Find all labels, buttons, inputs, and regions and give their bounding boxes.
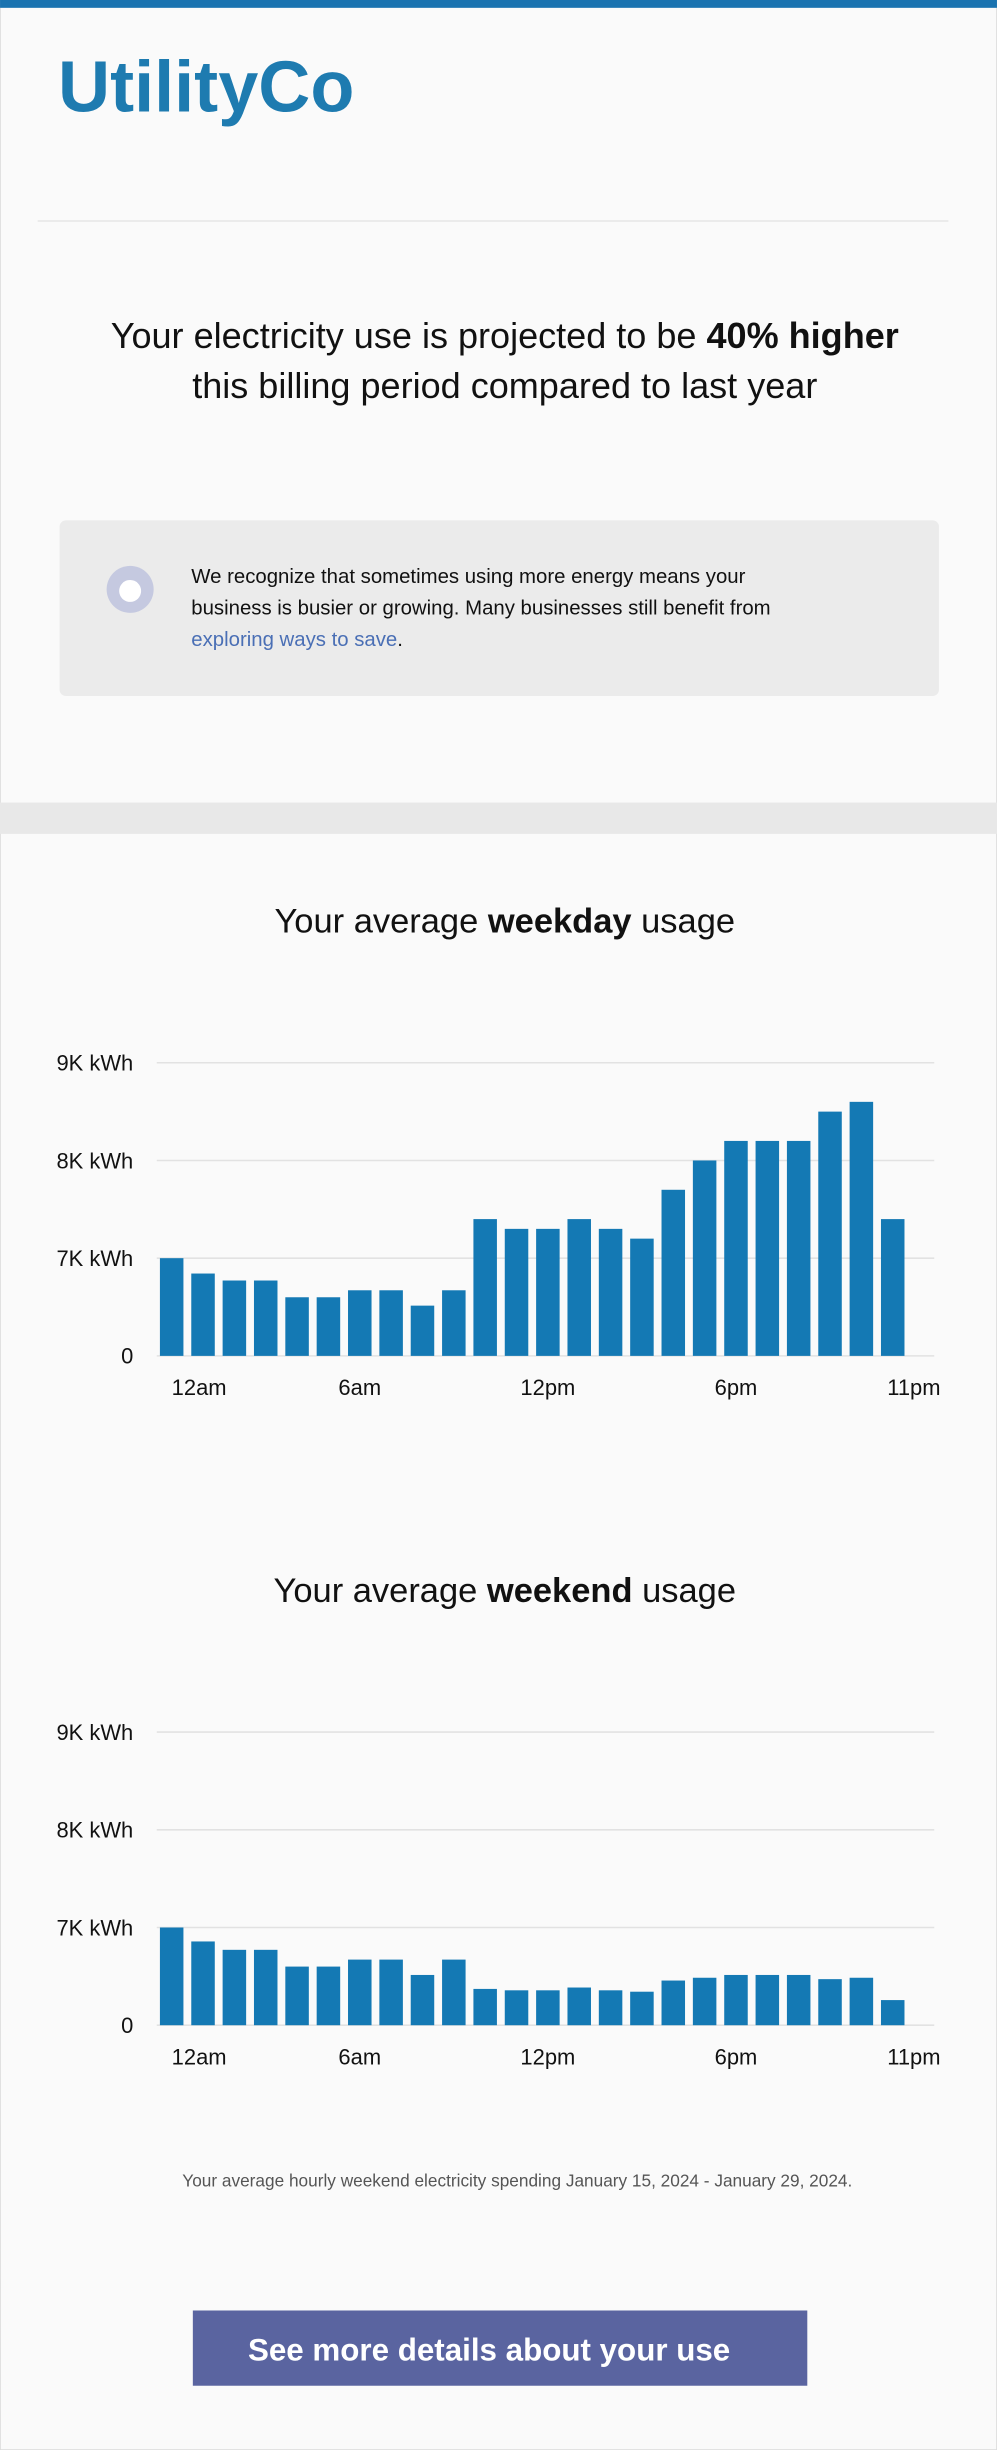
notice-end: . <box>397 629 403 651</box>
x-tick-label: 6pm <box>715 1375 758 1400</box>
notice-box <box>59 520 939 696</box>
bar <box>849 1977 874 2026</box>
bar <box>159 1927 184 2026</box>
bar <box>880 2000 905 2026</box>
chart-title-start: Your average <box>274 1572 487 1610</box>
button-label[interactable]: See more details about your use <box>248 2333 730 2368</box>
bar <box>348 1290 372 1356</box>
headline-end: this billing period compared to last yea… <box>192 365 817 406</box>
y-tick-label: 8K kWh <box>56 1818 133 1843</box>
x-tick-label: 6pm <box>715 2044 758 2069</box>
x-tick-label: 12pm <box>520 1375 575 1400</box>
y-tick-label: 9K kWh <box>56 1720 133 1745</box>
bar <box>316 1966 341 2026</box>
bar <box>630 1238 654 1356</box>
bar <box>285 1966 309 2026</box>
bar <box>598 1228 623 1356</box>
bar <box>316 1297 341 1356</box>
y-tick-label: 8K kWh <box>56 1148 133 1173</box>
x-tick-label: 12pm <box>520 2044 575 2069</box>
notice-line: business is busier or growing. Many busi… <box>191 597 770 619</box>
y-tick-label: 7K kWh <box>56 1246 133 1271</box>
bar <box>159 1258 184 1356</box>
bar <box>348 1959 372 2026</box>
bar <box>379 1959 403 2026</box>
chart-title: Your average weekend usage <box>274 1572 736 1610</box>
chart-title-end: usage <box>632 903 736 941</box>
logo: UtilityCo <box>58 47 354 127</box>
bar <box>222 1949 247 2026</box>
bar <box>755 1974 780 2026</box>
bar <box>473 1988 497 2026</box>
chart-title: Your average weekday usage <box>274 903 735 941</box>
bar <box>598 1990 623 2026</box>
bar <box>191 1273 215 1356</box>
chart-title-bold: weekday <box>487 903 632 941</box>
bar <box>818 1979 842 2026</box>
bar <box>786 1974 811 2026</box>
x-tick-label: 11pm <box>887 1375 940 1400</box>
chart-title-start: Your average <box>274 903 487 941</box>
bar <box>661 1980 686 2026</box>
bar <box>536 1228 560 1356</box>
bar <box>442 1959 466 2026</box>
bar <box>504 1228 529 1356</box>
x-tick-label: 12am <box>172 1375 227 1400</box>
y-tick-label: 7K kWh <box>56 1915 133 1940</box>
y-tick-label: 0 <box>121 1344 133 1369</box>
x-tick-label: 6am <box>338 1375 381 1400</box>
bar <box>661 1189 686 1356</box>
bar <box>849 1101 874 1356</box>
bar <box>786 1140 811 1356</box>
notice-line: We recognize that sometimes using more e… <box>191 566 745 588</box>
y-tick-label: 9K kWh <box>56 1051 133 1076</box>
chart-title-bold: weekend <box>486 1572 633 1610</box>
caption: Your average hourly weekend electricity … <box>182 2171 852 2191</box>
bar <box>724 1974 748 2026</box>
bar <box>253 1280 278 1356</box>
bar <box>630 1991 654 2026</box>
bar <box>191 1941 215 2026</box>
headline-bold: 40% higher <box>706 315 898 356</box>
bar <box>410 1305 435 1356</box>
notice-line: exploring ways to save. <box>191 629 403 651</box>
bar <box>473 1219 497 1356</box>
x-tick-label: 12am <box>172 2044 227 2069</box>
x-tick-label: 11pm <box>887 2044 940 2069</box>
bar <box>755 1140 780 1356</box>
bar <box>567 1219 591 1356</box>
y-tick-label: 0 <box>121 2013 133 2038</box>
button[interactable] <box>192 2310 808 2386</box>
bar <box>818 1111 842 1356</box>
bar <box>379 1290 403 1356</box>
bar <box>692 1160 717 1356</box>
chart-title-end: usage <box>633 1572 737 1610</box>
notice-icon-inner <box>119 579 142 602</box>
top-bar <box>0 0 997 8</box>
bar <box>222 1280 247 1356</box>
x-tick-label: 6am <box>338 2044 381 2069</box>
section-band <box>0 802 997 834</box>
bar <box>442 1290 466 1356</box>
notice-link[interactable]: exploring ways to save <box>191 629 397 651</box>
bar <box>536 1990 560 2026</box>
bar <box>692 1977 717 2026</box>
headline: Your electricity use is projected to be … <box>111 315 899 356</box>
bar <box>724 1140 748 1356</box>
bar <box>880 1219 905 1356</box>
bar <box>567 1987 591 2026</box>
bar <box>285 1297 309 1356</box>
headline-start: Your electricity use is projected to be <box>111 315 707 356</box>
bar <box>504 1990 529 2026</box>
bar <box>410 1974 435 2026</box>
bar <box>253 1949 278 2026</box>
